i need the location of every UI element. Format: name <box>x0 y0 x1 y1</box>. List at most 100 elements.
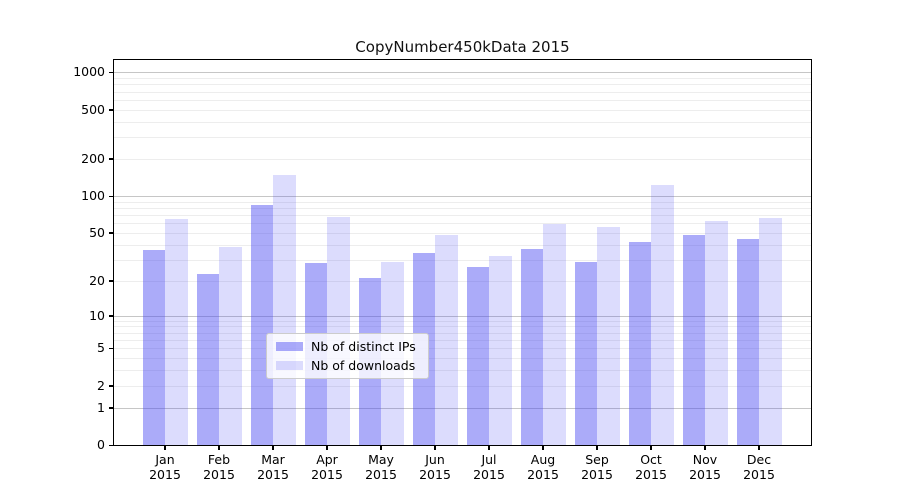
x-tick-label-dec: Dec 2015 <box>743 452 775 482</box>
y-tick <box>109 71 114 74</box>
gridline-minor <box>114 207 811 209</box>
legend-label-distinct-ips: Nb of distinct IPs <box>311 339 416 354</box>
bar-mar-downloads <box>273 175 296 445</box>
y-tick-label: 50 <box>89 224 105 240</box>
x-tick-label-nov: Nov 2015 <box>689 452 721 482</box>
gridline-minor <box>114 358 811 360</box>
x-tick <box>434 445 436 450</box>
bar-jul-distinct-ips <box>466 267 489 445</box>
y-tick-label: 2 <box>97 377 105 393</box>
gridline-minor <box>114 259 811 261</box>
bar-oct-distinct-ips <box>628 242 651 445</box>
y-tick-label: 1000 <box>73 64 105 80</box>
gridline-minor <box>114 78 811 80</box>
chart-title: CopyNumber450kData 2015 <box>355 38 570 56</box>
y-tick <box>109 444 114 446</box>
gridline-major <box>114 315 811 317</box>
gridline-major <box>114 407 811 409</box>
y-tick <box>109 109 114 111</box>
gridline-minor <box>114 244 811 246</box>
gridline-major <box>114 196 811 198</box>
bar-dec-downloads <box>759 218 782 445</box>
x-tick-label-jan: Jan 2015 <box>149 452 181 482</box>
x-tick-label-apr: Apr 2015 <box>311 452 343 482</box>
gridline-minor <box>114 348 811 350</box>
bar-apr-downloads <box>327 217 350 445</box>
x-tick-label-mar: Mar 2015 <box>257 452 289 482</box>
legend-item-downloads: Nb of downloads <box>276 358 416 373</box>
gridline-minor <box>114 121 811 123</box>
bar-sep-downloads <box>597 226 620 445</box>
gridline-minor <box>114 158 811 160</box>
gridline-minor <box>114 91 811 93</box>
bar-aug-distinct-ips <box>520 248 543 445</box>
y-tick-label: 500 <box>81 101 105 117</box>
x-tick-label-oct: Oct 2015 <box>635 452 667 482</box>
x-tick <box>650 445 652 450</box>
bar-feb-downloads <box>219 247 242 445</box>
gridline-minor <box>114 223 811 225</box>
y-tick <box>109 195 114 197</box>
bar-nov-distinct-ips <box>682 235 705 445</box>
bar-feb-distinct-ips <box>196 273 219 445</box>
x-tick <box>218 445 220 450</box>
legend-swatch-downloads <box>276 361 303 370</box>
gridline-minor <box>114 332 811 334</box>
y-tick-label: 0 <box>97 437 105 452</box>
x-tick <box>272 445 274 450</box>
legend-swatch-distinct-ips <box>276 342 303 351</box>
gridline-minor <box>114 370 811 372</box>
x-tick <box>596 445 598 450</box>
y-tick <box>109 407 114 409</box>
x-tick <box>758 445 760 450</box>
bar-mar-distinct-ips <box>250 205 273 445</box>
x-tick <box>542 445 544 450</box>
bar-dec-distinct-ips <box>736 238 759 445</box>
bar-aug-downloads <box>543 224 566 445</box>
y-tick <box>109 385 114 387</box>
bar-oct-downloads <box>651 185 674 445</box>
x-tick <box>488 445 490 450</box>
x-tick <box>380 445 382 450</box>
x-tick <box>704 445 706 450</box>
bar-jan-downloads <box>165 219 188 445</box>
y-tick <box>109 158 114 160</box>
gridline-minor <box>114 326 811 328</box>
gridline-minor <box>114 385 811 387</box>
gridline-minor <box>114 280 811 282</box>
gridline-minor <box>114 320 811 322</box>
bar-sep-distinct-ips <box>574 261 597 445</box>
y-tick-label: 10 <box>89 307 105 323</box>
gridline-minor <box>114 201 811 203</box>
gridline-major <box>114 72 811 74</box>
bar-jun-downloads <box>435 235 458 445</box>
x-tick-label-feb: Feb 2015 <box>203 452 235 482</box>
gridline-minor <box>114 232 811 234</box>
y-tick <box>109 232 114 234</box>
bar-nov-downloads <box>705 220 728 445</box>
legend-label-downloads: Nb of downloads <box>311 358 416 373</box>
gridline-minor <box>114 215 811 217</box>
bar-jan-distinct-ips <box>142 250 165 445</box>
y-tick <box>109 347 114 350</box>
x-tick-label-jun: Jun 2015 <box>419 452 451 482</box>
x-tick <box>164 445 166 450</box>
x-tick-label-may: May 2015 <box>365 452 397 482</box>
y-tick-label: 20 <box>89 272 105 288</box>
gridline-minor <box>114 84 811 86</box>
gridline-minor <box>114 340 811 342</box>
y-tick-label: 5 <box>97 340 105 356</box>
gridline-minor <box>114 137 811 139</box>
gridline-minor <box>114 109 811 111</box>
legend-item-distinct-ips: Nb of distinct IPs <box>276 339 416 354</box>
plot-area: 0 1 2 5 10 20 50 100 200 500 1000 Jan 2015 Feb 2015 Mar… <box>73 60 811 482</box>
y-tick <box>109 280 114 282</box>
bar-jul-downloads <box>489 256 512 445</box>
y-tick-label: 200 <box>81 150 105 166</box>
gridline-minor <box>114 99 811 101</box>
legend: Nb of distinct IPs Nb of downloads <box>266 333 429 379</box>
x-tick <box>326 445 328 450</box>
y-tick-label: 1 <box>97 399 105 415</box>
x-tick-label-jul: Jul 2015 <box>473 452 505 482</box>
